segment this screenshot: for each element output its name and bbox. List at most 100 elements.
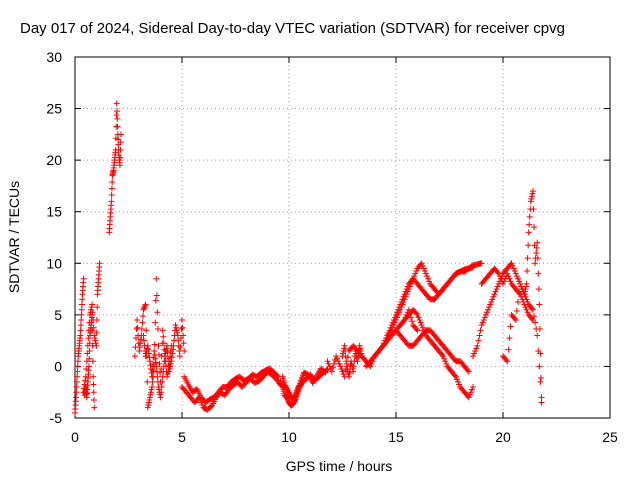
series-t11 <box>339 342 365 380</box>
data-point <box>535 270 542 277</box>
data-point <box>531 224 538 231</box>
data-point <box>85 363 92 370</box>
data-point <box>520 298 527 305</box>
data-point <box>179 324 186 331</box>
data-point <box>496 273 503 280</box>
data-point <box>524 268 531 275</box>
data-point <box>480 317 487 324</box>
data-point <box>137 336 144 343</box>
data-point <box>455 378 462 385</box>
data-point <box>422 270 429 277</box>
data-point <box>152 319 159 326</box>
series-t9 <box>279 365 329 403</box>
data-points <box>72 100 545 416</box>
x-tick-label: 20 <box>495 429 511 445</box>
data-point <box>525 229 532 236</box>
data-point <box>488 298 495 305</box>
data-point <box>396 309 403 316</box>
data-point <box>404 288 411 295</box>
data-point <box>526 221 533 228</box>
data-point <box>91 335 98 342</box>
data-point <box>160 363 167 370</box>
data-point <box>482 311 489 318</box>
data-point <box>465 394 472 401</box>
data-point <box>397 306 404 313</box>
data-point <box>180 340 187 347</box>
data-point <box>78 317 85 324</box>
data-point <box>391 319 398 326</box>
data-point <box>477 327 484 334</box>
y-axis-label: SDTVAR / TECUs <box>6 181 22 293</box>
data-point <box>420 265 427 272</box>
data-point <box>168 354 175 361</box>
data-point <box>494 283 501 290</box>
data-point <box>400 298 407 305</box>
data-point <box>154 373 161 380</box>
data-point <box>405 286 412 293</box>
data-point <box>144 404 151 411</box>
y-tick-label: 25 <box>46 101 62 117</box>
data-point <box>522 286 529 293</box>
data-point <box>159 378 166 385</box>
data-point <box>537 350 544 357</box>
data-point <box>533 249 540 256</box>
data-point <box>73 394 80 401</box>
data-point <box>153 292 160 299</box>
data-point <box>199 402 206 409</box>
data-point <box>501 278 508 285</box>
data-point <box>96 260 103 267</box>
data-point <box>524 255 531 262</box>
data-point <box>523 306 530 313</box>
data-point <box>478 260 485 267</box>
data-point <box>532 260 539 267</box>
data-point <box>160 333 167 340</box>
data-point <box>145 346 152 353</box>
data-point <box>512 270 519 277</box>
data-point <box>167 363 174 370</box>
data-point <box>78 311 85 318</box>
data-point <box>93 329 100 336</box>
data-point <box>441 355 448 362</box>
data-point <box>528 305 535 312</box>
data-point <box>412 270 419 277</box>
data-point <box>401 296 408 303</box>
data-point <box>470 353 477 360</box>
data-point <box>152 297 159 304</box>
data-point <box>398 304 405 311</box>
data-point <box>159 373 166 380</box>
data-point <box>140 332 147 339</box>
data-point <box>80 275 87 282</box>
data-point <box>88 304 95 311</box>
data-point <box>355 354 362 361</box>
data-point <box>514 298 521 305</box>
data-point <box>523 283 530 290</box>
series-t2 <box>81 311 98 411</box>
data-point <box>492 288 499 295</box>
data-point <box>169 350 176 357</box>
data-point <box>137 340 144 347</box>
data-point <box>109 179 116 186</box>
data-point <box>165 355 172 362</box>
data-point <box>382 337 389 344</box>
data-point <box>440 353 447 360</box>
data-point <box>155 342 162 349</box>
data-point <box>528 315 535 322</box>
data-point <box>506 335 513 342</box>
data-point <box>154 326 161 333</box>
data-point <box>464 367 471 374</box>
data-point <box>89 301 96 308</box>
data-point <box>508 260 515 267</box>
data-point <box>136 347 143 354</box>
data-point <box>389 324 396 331</box>
data-point <box>536 301 543 308</box>
data-point <box>505 346 512 353</box>
data-point <box>485 306 492 313</box>
data-point <box>92 340 99 347</box>
data-point <box>139 319 146 326</box>
data-point <box>92 337 99 344</box>
data-point <box>172 322 179 329</box>
data-point <box>89 358 96 365</box>
data-point <box>425 275 432 282</box>
data-point <box>536 326 543 333</box>
data-point <box>333 353 340 360</box>
